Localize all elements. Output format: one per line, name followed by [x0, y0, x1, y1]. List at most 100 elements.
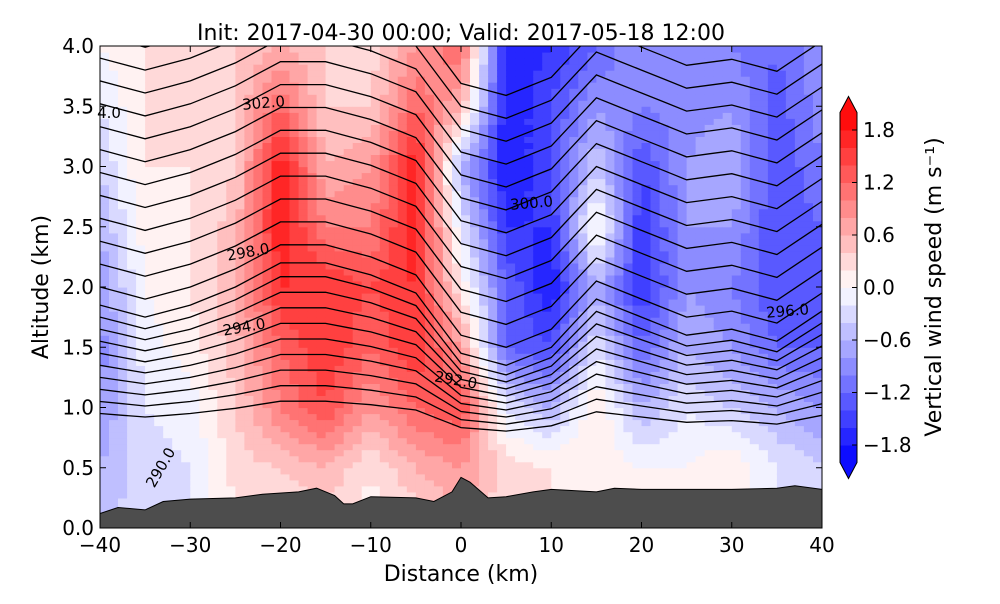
heatmap-cell: [280, 389, 291, 396]
heatmap-cell: [488, 148, 498, 155]
heatmap-cell: [587, 142, 597, 149]
heatmap-cell: [190, 208, 200, 216]
heatmap-cell: [461, 226, 471, 234]
heatmap-cell: [379, 274, 390, 282]
heatmap-cell: [235, 377, 245, 384]
heatmap-cell: [578, 112, 588, 119]
heatmap-cell: [109, 142, 119, 149]
heatmap-cell: [388, 256, 399, 264]
heatmap-cell: [352, 250, 363, 258]
heatmap-cell: [641, 449, 652, 457]
heatmap-cell: [397, 268, 408, 276]
heatmap-cell: [181, 244, 191, 252]
heatmap-cell: [379, 311, 390, 318]
heatmap-cell: [433, 287, 444, 294]
heatmap-cell: [578, 238, 588, 246]
heatmap-cell: [244, 305, 254, 312]
heatmap-cell: [470, 238, 480, 246]
heatmap-cell: [271, 160, 282, 168]
heatmap-cell: [253, 431, 263, 439]
heatmap-cell: [632, 353, 643, 360]
heatmap-cell: [515, 323, 525, 330]
heatmap-cell: [650, 329, 661, 336]
heatmap-cell: [542, 395, 552, 402]
heatmap-cell: [154, 106, 164, 113]
heatmap-cell: [388, 287, 399, 294]
heatmap-cell: [352, 347, 363, 354]
heatmap-cell: [208, 371, 218, 378]
heatmap-cell: [118, 148, 128, 155]
heatmap-cell: [118, 353, 128, 360]
heatmap-cell: [605, 82, 615, 89]
heatmap-cell: [551, 377, 561, 384]
heatmap-cell: [316, 94, 327, 101]
heatmap-cell: [217, 419, 227, 427]
heatmap-cell: [442, 377, 453, 384]
heatmap-cell: [379, 70, 390, 77]
heatmap-cell: [190, 293, 200, 300]
heatmap-cell: [307, 431, 318, 439]
heatmap-cell: [515, 166, 525, 174]
heatmap-cell: [641, 208, 652, 216]
heatmap-cell: [470, 262, 480, 270]
heatmap-cell: [181, 250, 191, 258]
heatmap-cell: [109, 401, 119, 409]
heatmap-cell: [181, 395, 191, 402]
heatmap-cell: [316, 425, 327, 433]
heatmap-cell: [370, 214, 381, 222]
heatmap-cell: [479, 473, 489, 481]
heatmap-cell: [253, 52, 263, 59]
heatmap-cell: [533, 293, 543, 300]
heatmap-cell: [596, 437, 606, 445]
heatmap-cell: [163, 160, 173, 168]
heatmap-cell: [280, 142, 291, 149]
heatmap-cell: [361, 359, 372, 366]
heatmap-cell: [433, 299, 444, 306]
heatmap-cell: [397, 335, 408, 342]
heatmap-cell: [560, 142, 570, 149]
heatmap-cell: [596, 305, 606, 312]
heatmap-cell: [424, 311, 435, 318]
heatmap-cell: [127, 485, 137, 493]
heatmap-cell: [226, 293, 236, 300]
heatmap-cell: [596, 431, 606, 439]
heatmap-cell: [325, 94, 336, 101]
heatmap-cell: [127, 497, 137, 505]
heatmap-cell: [109, 467, 119, 475]
heatmap-cell: [127, 76, 137, 83]
heatmap-cell: [578, 317, 588, 324]
heatmap-cell: [163, 353, 173, 360]
heatmap-cell: [641, 293, 652, 300]
heatmap-cell: [442, 323, 453, 330]
heatmap-cell: [127, 136, 137, 143]
heatmap-cell: [298, 106, 309, 113]
heatmap-cell: [650, 196, 661, 204]
heatmap-cell: [587, 154, 597, 162]
heatmap-cell: [479, 419, 489, 427]
heatmap-cell: [172, 323, 182, 330]
heatmap-cell: [542, 88, 552, 95]
heatmap-cell: [433, 208, 444, 216]
heatmap-cell: [253, 341, 263, 348]
heatmap-cell: [370, 94, 381, 101]
heatmap-cell: [424, 419, 435, 427]
heatmap-cell: [397, 407, 408, 415]
heatmap-cell: [100, 136, 110, 143]
heatmap-cell: [488, 250, 498, 258]
heatmap-cell: [497, 467, 507, 475]
heatmap-cell: [190, 184, 200, 192]
heatmap-cell: [641, 214, 652, 222]
heatmap-cell: [406, 250, 417, 258]
heatmap-cell: [578, 281, 588, 288]
heatmap-cell: [442, 389, 453, 396]
heatmap-cell: [163, 299, 173, 306]
heatmap-cell: [524, 323, 534, 330]
heatmap-cell: [551, 389, 561, 396]
heatmap-cell: [163, 184, 173, 192]
heatmap-cell: [560, 461, 570, 469]
heatmap-cell: [442, 52, 453, 59]
heatmap-cell: [325, 190, 336, 198]
heatmap-cell: [199, 76, 209, 83]
heatmap-cell: [136, 479, 146, 487]
heatmap-cell: [325, 341, 336, 348]
